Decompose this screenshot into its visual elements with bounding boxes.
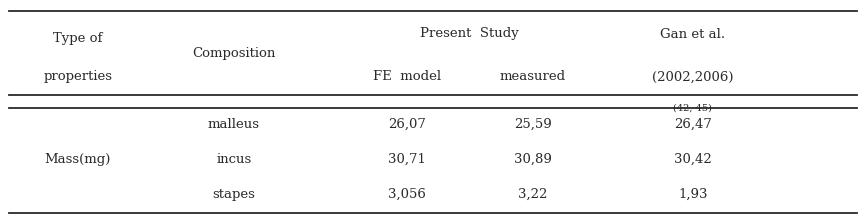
Text: Gan et al.: Gan et al.: [660, 28, 726, 40]
Text: 30,42: 30,42: [674, 153, 712, 166]
Text: 26,47: 26,47: [674, 118, 712, 131]
Text: 30,89: 30,89: [514, 153, 552, 166]
Text: properties: properties: [43, 70, 113, 83]
Text: 3,056: 3,056: [388, 188, 426, 201]
Text: 30,71: 30,71: [388, 153, 426, 166]
Text: Present  Study: Present Study: [420, 28, 520, 40]
Text: 25,59: 25,59: [514, 118, 552, 131]
Text: Composition: Composition: [192, 47, 275, 60]
Text: stapes: stapes: [212, 188, 255, 201]
Text: measured: measured: [500, 70, 565, 83]
Text: malleus: malleus: [208, 118, 260, 131]
Text: Type of: Type of: [53, 32, 103, 45]
Text: FE  model: FE model: [373, 70, 441, 83]
Text: 3,22: 3,22: [518, 188, 547, 201]
Text: 1,93: 1,93: [678, 188, 708, 201]
Text: (42, 45): (42, 45): [674, 103, 712, 112]
Text: 26,07: 26,07: [388, 118, 426, 131]
Text: (2002,2006): (2002,2006): [652, 70, 734, 83]
Text: Mass(mg): Mass(mg): [45, 153, 111, 166]
Text: incus: incus: [216, 153, 251, 166]
